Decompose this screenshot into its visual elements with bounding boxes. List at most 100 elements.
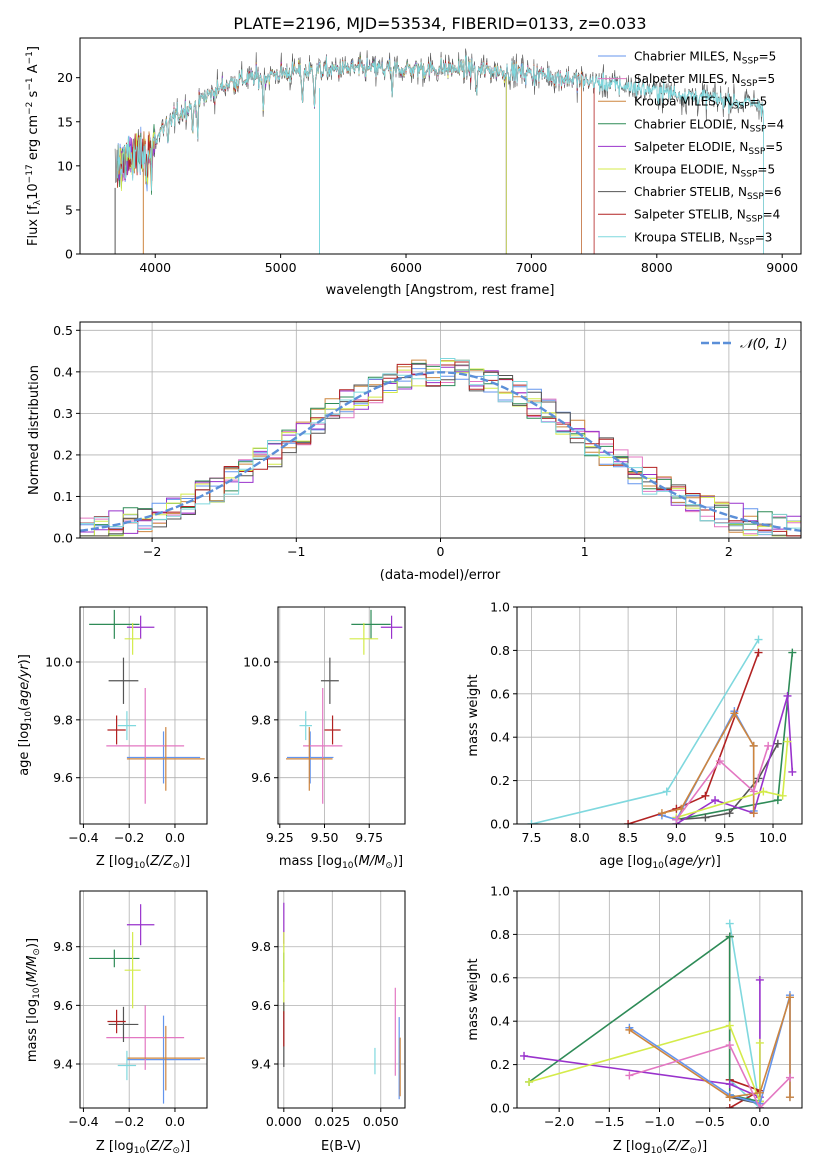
y-tick-label: 9.6 <box>53 770 73 785</box>
axes-frame <box>79 37 802 255</box>
y-tick-label: 9.6 <box>251 998 271 1013</box>
weight-point <box>783 691 792 700</box>
y-tick-label: 0 <box>65 247 73 262</box>
weight-point <box>725 919 734 928</box>
x-tick-label: 0.025 <box>314 1114 350 1129</box>
weight-point <box>778 791 787 800</box>
data-layer <box>89 609 205 804</box>
errorbar-chabrier_elodie <box>351 609 391 639</box>
x-tick-label: 0.050 <box>363 1114 399 1129</box>
x-tick-label: 9.0 <box>666 830 686 845</box>
errorbar-salpeter_elodie <box>126 615 155 639</box>
y-tick-label: 0.4 <box>490 730 510 745</box>
y-axis-label: Normed distribution <box>27 365 42 495</box>
errorbar-kroupa_elodie <box>349 622 379 655</box>
weight-point <box>725 1041 734 1050</box>
weight-point <box>725 1093 734 1102</box>
x-tick-label: 9000 <box>766 260 798 275</box>
axes-frame <box>516 606 803 825</box>
x-tick-label: 6000 <box>390 260 422 275</box>
y-tick-label: 5 <box>65 202 73 217</box>
x-tick-label: 8.0 <box>570 830 590 845</box>
y-tick-label: 10.0 <box>243 654 271 669</box>
errorbar-chabrier_stelib <box>320 657 339 704</box>
histogram-salpeter_stelib <box>80 361 801 538</box>
y-axis-label: mass weight <box>466 958 481 1040</box>
legend-label-salpeter_miles: Salpeter MILES, NSSP=5 <box>634 72 775 89</box>
x-tick-label: 7.5 <box>522 830 542 845</box>
spectrum-line-kroupa_stelib <box>117 55 764 254</box>
errorbar-salpeter_stelib <box>107 715 126 745</box>
x-tick-label: 1 <box>581 544 589 559</box>
y-tick-label: 9.8 <box>251 712 271 727</box>
weight-line <box>676 741 789 819</box>
x-tick-label: 5000 <box>265 260 297 275</box>
y-tick-label: 9.6 <box>251 770 271 785</box>
weight-point <box>764 741 773 750</box>
y-tick-label: 1.0 <box>490 884 510 899</box>
errorbar-salpeter_miles <box>106 1005 185 1070</box>
weight-series-kroupa_stelib <box>527 635 763 824</box>
axes-mass_vs_z: −0.4 −0.2 0.0 9.4 9.6 9.8 Z [log10(Z/Z⊙)] mass … <box>25 890 208 1156</box>
axes-age_vs_mass: 9.25 9.50 9.75 9.6 9.8 10.0 mass [log10(M/M⊙)] <box>243 606 406 871</box>
x-tick-label: 9.5 <box>715 830 735 845</box>
errorbar-chabrier_stelib <box>108 657 139 704</box>
weight-point <box>701 813 710 822</box>
y-tick-label: 0.4 <box>53 364 73 379</box>
x-tick-label: −0.5 <box>694 1114 724 1129</box>
x-tick-label: 8000 <box>641 260 673 275</box>
y-tick-label: 0.2 <box>53 447 73 462</box>
weight-point <box>788 648 797 657</box>
errorbar-chabrier_elodie <box>89 609 140 639</box>
y-tick-label: 0.0 <box>53 531 73 546</box>
weight-point <box>725 809 734 818</box>
errorbar-salpeter_stelib <box>324 715 341 745</box>
legend-label-chabrier_stelib: Chabrier STELIB, NSSP=6 <box>634 185 782 202</box>
weight-point <box>788 767 797 776</box>
weight-point <box>662 787 671 796</box>
axes-weight_vs_age: 7.5 8.0 8.5 9.0 9.5 10.0 0.0 0.2 0.4 0.6 0.8 1.0 mas… <box>466 600 803 871</box>
weight-point <box>749 787 758 796</box>
errorbar-salpeter_elodie <box>380 615 403 639</box>
y-tick-label: 10 <box>57 158 73 173</box>
y-tick-label: 20 <box>57 70 73 85</box>
data-layer <box>114 48 764 254</box>
weight-point <box>730 709 739 718</box>
y-tick-label: 0.5 <box>53 323 73 338</box>
y-axis-label: Flux [fλ10−17 erg cm−2 s−1 A−1] <box>25 46 43 246</box>
x-tick-label: 9.75 <box>355 830 383 845</box>
weight-point <box>773 739 782 748</box>
errorbar-kroupa_miles <box>126 1025 205 1091</box>
histogram-kroupa_stelib <box>80 358 801 538</box>
y-axis-label: mass weight <box>466 674 481 756</box>
weight-point <box>725 932 734 941</box>
axes-frame <box>277 890 406 1109</box>
data-layer <box>89 904 205 1104</box>
axes-frame <box>277 606 406 825</box>
y-tick-label: 0.4 <box>490 1014 510 1029</box>
x-axis-label: Z [log10(Z/Z⊙)] <box>613 1139 707 1156</box>
weight-point <box>725 1080 734 1089</box>
axes-spectrum: 4000 5000 6000 7000 8000 9000 0 5 10 15 20 waveleng… <box>25 37 802 298</box>
x-tick-label: −0.2 <box>114 1114 144 1129</box>
errorbar-kroupa_miles <box>126 727 205 791</box>
x-tick-label: 7000 <box>516 260 548 275</box>
y-tick-label: 0.0 <box>490 817 510 832</box>
x-tick-label: 9.50 <box>311 830 339 845</box>
y-axis-label: mass [log10(M/M⊙)] <box>25 938 42 1062</box>
x-tick-label: −2 <box>143 544 161 559</box>
y-tick-label: 0.8 <box>490 643 510 658</box>
weight-point <box>755 975 764 984</box>
y-tick-label: 0.0 <box>490 1101 510 1116</box>
y-tick-label: 0.2 <box>490 773 510 788</box>
weight-point <box>755 1038 764 1047</box>
data-layer <box>80 358 801 538</box>
y-tick-label: 0.3 <box>53 406 73 421</box>
x-tick-label: −1 <box>287 544 305 559</box>
weight-line <box>629 1044 791 1108</box>
x-tick-label: 8.5 <box>618 830 638 845</box>
legend-label-kroupa_miles: Kroupa MILES, NSSP=5 <box>634 95 767 112</box>
data-layer <box>527 635 797 824</box>
x-tick-label: 9.25 <box>266 830 294 845</box>
y-tick-label: 9.8 <box>251 939 271 954</box>
